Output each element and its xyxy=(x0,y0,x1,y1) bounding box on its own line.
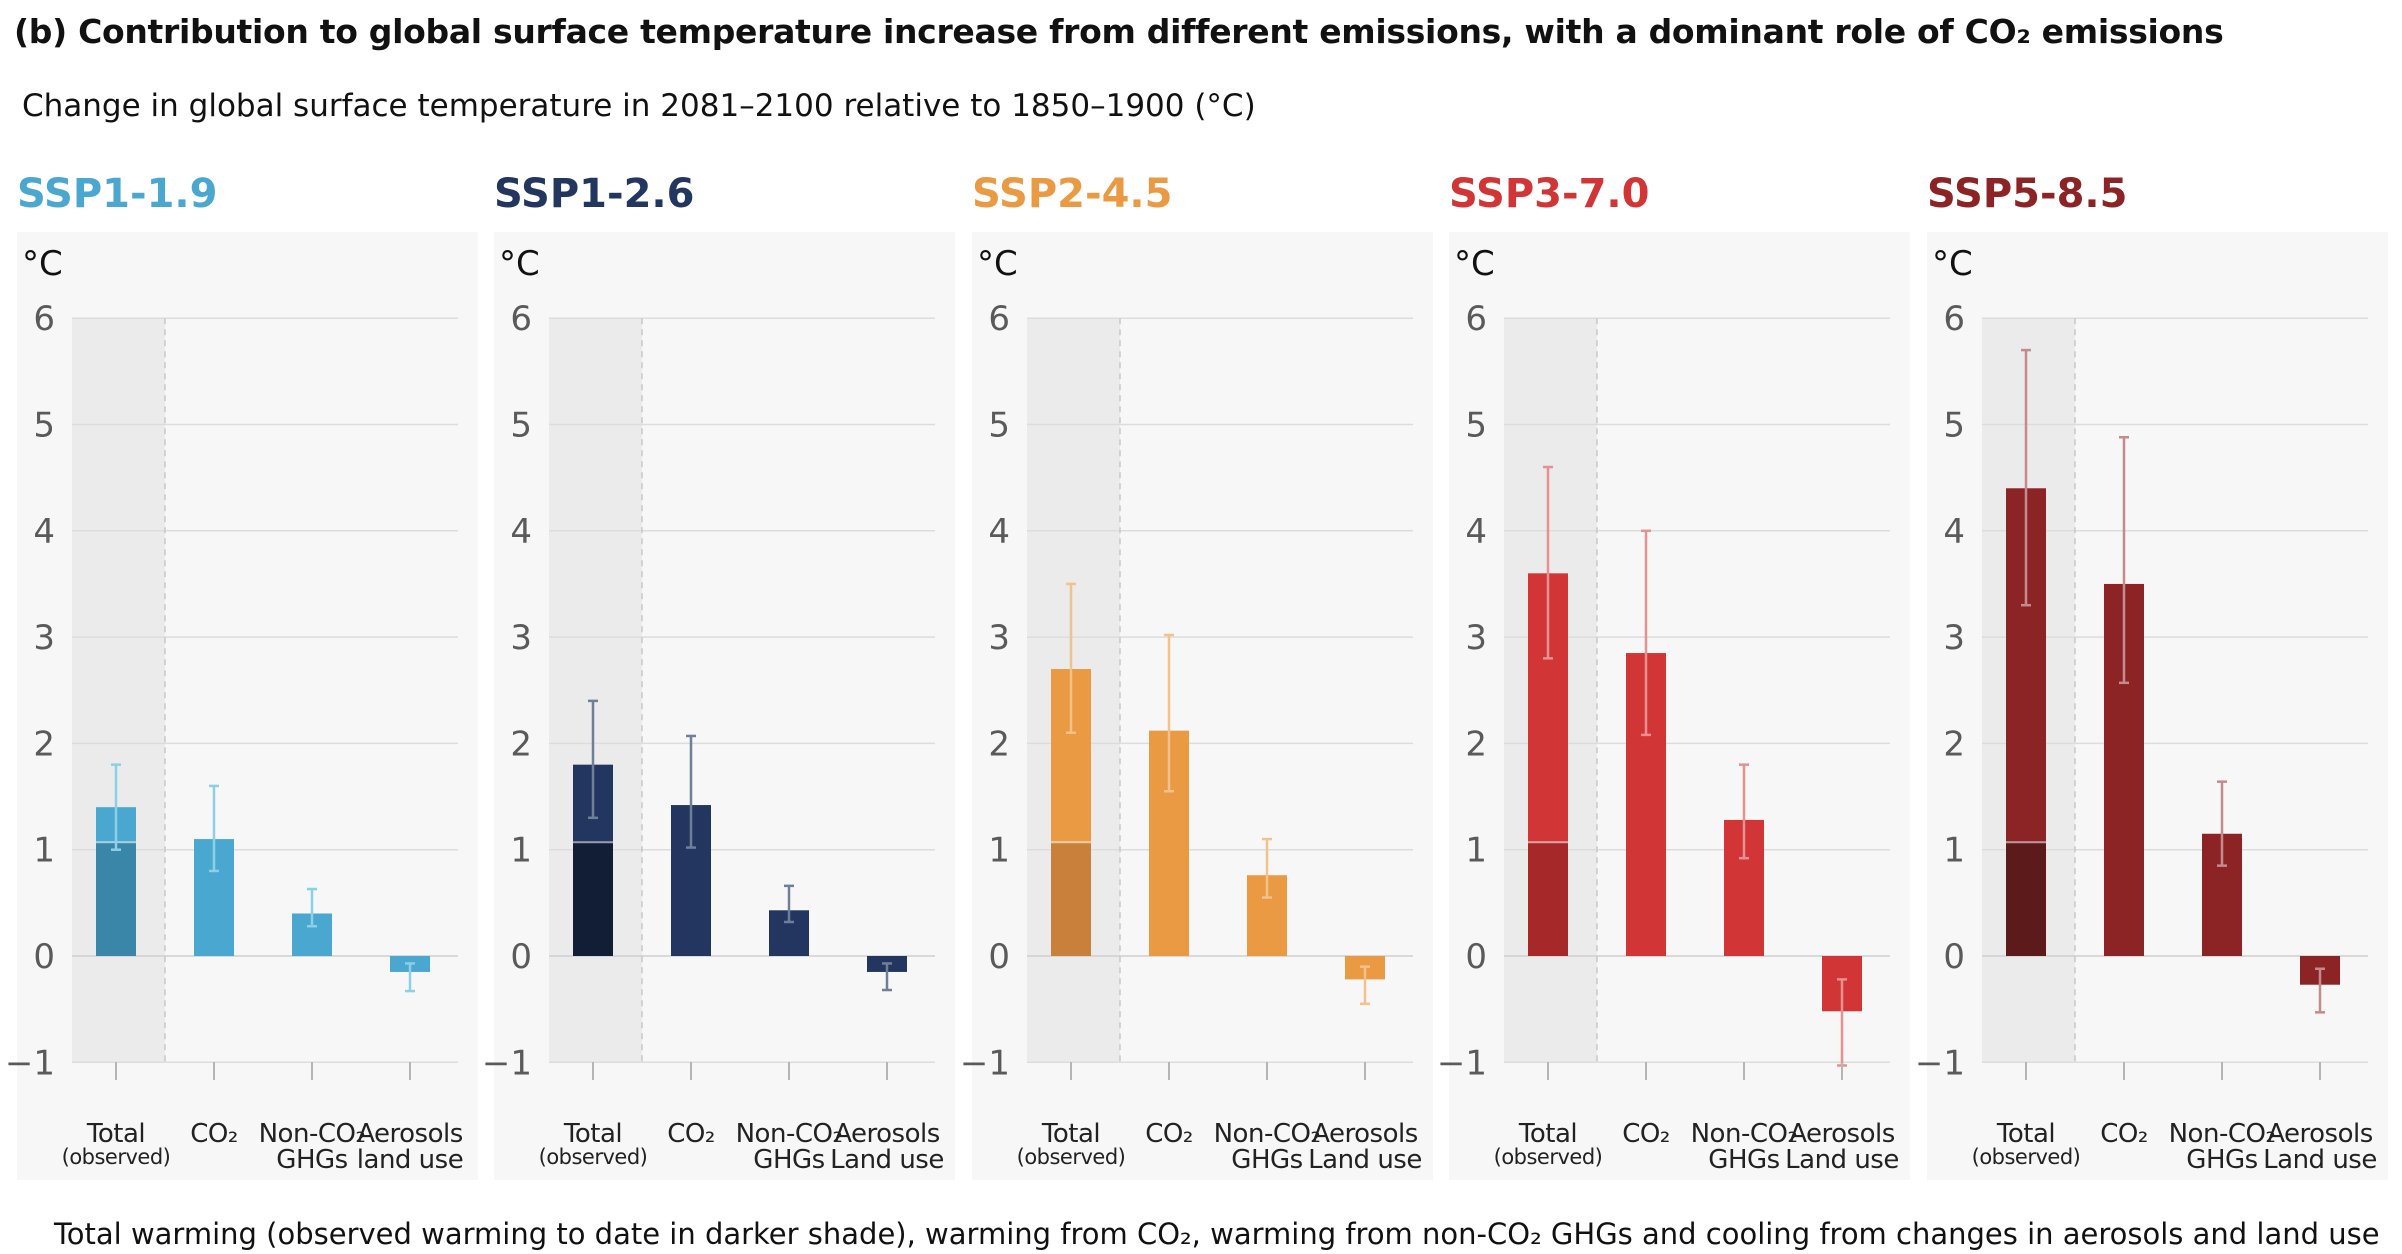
panel-ssp2-4.5: SSP2-4.5 6 5 4 3 2 1 0 −1 °C Total(observed) CO₂ Non… xyxy=(960,171,1433,1180)
y-tick-label: 3 xyxy=(33,618,55,658)
y-tick-label: 2 xyxy=(33,724,55,764)
y-tick-label: 3 xyxy=(1465,618,1487,658)
y-tick-label: 3 xyxy=(510,618,532,658)
y-tick-label: 1 xyxy=(510,831,532,871)
y-tick-label: 4 xyxy=(33,512,55,552)
x-tick-label: CO₂ xyxy=(667,1119,715,1149)
x-tick-label: (observed) xyxy=(1494,1145,1603,1169)
y-tick-label: 0 xyxy=(988,937,1010,977)
main-title: (b) Contribution to global surface tempe… xyxy=(14,12,2224,51)
y-tick-label: 1 xyxy=(988,831,1010,871)
x-tick-label: (observed) xyxy=(62,1145,171,1169)
x-tick-label: CO₂ xyxy=(190,1119,238,1149)
y-tick-label: 4 xyxy=(988,512,1010,552)
y-tick-label: 6 xyxy=(1465,299,1487,339)
x-tick-label: CO₂ xyxy=(1622,1119,1670,1149)
y-tick-label: 4 xyxy=(1943,512,1965,552)
x-tick-label: Total xyxy=(563,1119,622,1149)
y-tick-label: 1 xyxy=(1465,831,1487,871)
panel-ssp3-7.0: SSP3-7.0 6 5 4 3 2 1 0 −1 °C Total(observed) CO₂ Non… xyxy=(1437,171,1910,1180)
y-axis-unit: °C xyxy=(1454,244,1495,284)
bar-observed-portion xyxy=(1051,842,1091,956)
x-tick-label: Non-CO₂ xyxy=(2169,1119,2276,1149)
subtitle: Change in global surface temperature in … xyxy=(22,88,1256,124)
y-tick-label: 5 xyxy=(1465,406,1487,446)
y-axis-unit: °C xyxy=(499,244,540,284)
x-tick-label: CO₂ xyxy=(2100,1119,2148,1149)
bar-observed-portion xyxy=(573,842,613,956)
x-tick-label: Aerosols xyxy=(1312,1119,1418,1149)
y-tick-label: 0 xyxy=(33,937,55,977)
y-axis-unit: °C xyxy=(977,244,1018,284)
y-tick-label: 5 xyxy=(510,406,532,446)
x-tick-label: Aerosols xyxy=(357,1119,463,1149)
y-tick-label: 2 xyxy=(1943,724,1965,764)
y-tick-label: −1 xyxy=(482,1043,532,1083)
y-tick-label: −1 xyxy=(1437,1043,1487,1083)
y-tick-label: 5 xyxy=(33,406,55,446)
y-tick-label: 0 xyxy=(1943,937,1965,977)
y-tick-label: 4 xyxy=(510,512,532,552)
x-tick-label: (observed) xyxy=(539,1145,648,1169)
y-tick-label: 5 xyxy=(1943,406,1965,446)
y-tick-label: 6 xyxy=(510,299,532,339)
y-tick-label: 6 xyxy=(988,299,1010,339)
y-tick-label: 6 xyxy=(33,299,55,339)
x-tick-label: Total xyxy=(1518,1119,1577,1149)
x-tick-label: Non-CO₂ xyxy=(259,1119,366,1149)
bar-observed-portion xyxy=(2006,842,2046,956)
panel-title: SSP1-2.6 xyxy=(494,171,694,217)
x-tick-label: GHGs xyxy=(1231,1145,1302,1175)
panel-ssp1-2.6: SSP1-2.6 6 5 4 3 2 1 0 −1 °C Total(observed) CO₂ Non… xyxy=(482,171,955,1180)
y-tick-label: 2 xyxy=(510,724,532,764)
x-tick-label: Aerosols xyxy=(2267,1119,2373,1149)
y-tick-label: 6 xyxy=(1943,299,1965,339)
bar-observed-portion xyxy=(1528,842,1568,956)
y-tick-label: 0 xyxy=(510,937,532,977)
y-axis-unit: °C xyxy=(22,244,63,284)
y-tick-label: 1 xyxy=(33,831,55,871)
x-tick-label: Non-CO₂ xyxy=(736,1119,843,1149)
y-tick-label: −1 xyxy=(1915,1043,1965,1083)
x-tick-label: (observed) xyxy=(1972,1145,2081,1169)
y-tick-label: 2 xyxy=(988,724,1010,764)
x-tick-label: GHGs xyxy=(2186,1145,2257,1175)
x-tick-label: Total xyxy=(1041,1119,1100,1149)
x-tick-label: Land use xyxy=(1785,1145,1899,1175)
x-tick-label: Total xyxy=(86,1119,145,1149)
y-axis-unit: °C xyxy=(1932,244,1973,284)
y-tick-label: 3 xyxy=(988,618,1010,658)
x-tick-label: land use xyxy=(357,1145,463,1175)
panel-title: SSP5-8.5 xyxy=(1927,171,2127,217)
panel-title: SSP2-4.5 xyxy=(972,171,1172,217)
x-tick-label: Total xyxy=(1996,1119,2055,1149)
bar-observed-portion xyxy=(96,842,136,956)
x-tick-label: GHGs xyxy=(276,1145,347,1175)
panel-title: SSP1-1.9 xyxy=(17,171,217,217)
y-tick-label: −1 xyxy=(960,1043,1010,1083)
y-tick-label: 5 xyxy=(988,406,1010,446)
y-tick-label: 4 xyxy=(1465,512,1487,552)
panel-ssp5-8.5: SSP5-8.5 6 5 4 3 2 1 0 −1 °C Total(observed) CO₂ Non… xyxy=(1915,171,2388,1180)
y-tick-label: 2 xyxy=(1465,724,1487,764)
x-tick-label: Land use xyxy=(1308,1145,1422,1175)
panel-title: SSP3-7.0 xyxy=(1449,171,1649,217)
y-tick-label: 3 xyxy=(1943,618,1965,658)
x-tick-label: Aerosols xyxy=(834,1119,940,1149)
x-tick-label: Aerosols xyxy=(1789,1119,1895,1149)
x-tick-label: GHGs xyxy=(1708,1145,1779,1175)
y-tick-label: 1 xyxy=(1943,831,1965,871)
y-tick-label: −1 xyxy=(5,1043,55,1083)
x-tick-label: (observed) xyxy=(1017,1145,1126,1169)
x-tick-label: Non-CO₂ xyxy=(1691,1119,1798,1149)
x-tick-label: CO₂ xyxy=(1145,1119,1193,1149)
x-tick-label: Land use xyxy=(2263,1145,2377,1175)
x-tick-label: Non-CO₂ xyxy=(1214,1119,1321,1149)
x-tick-label: Land use xyxy=(830,1145,944,1175)
panel-ssp1-1.9: SSP1-1.9 6 5 4 3 2 1 0 −1 °C Total(observed) CO₂ Non… xyxy=(5,171,478,1180)
y-tick-label: 0 xyxy=(1465,937,1487,977)
x-tick-label: GHGs xyxy=(753,1145,824,1175)
figure-caption: Total warming (observed warming to date … xyxy=(54,1217,2380,1251)
